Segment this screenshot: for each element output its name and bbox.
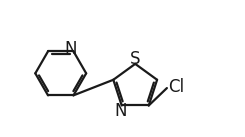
Text: N: N bbox=[64, 40, 77, 58]
Text: N: N bbox=[114, 102, 127, 120]
Text: Cl: Cl bbox=[168, 78, 184, 96]
Text: S: S bbox=[130, 50, 140, 68]
